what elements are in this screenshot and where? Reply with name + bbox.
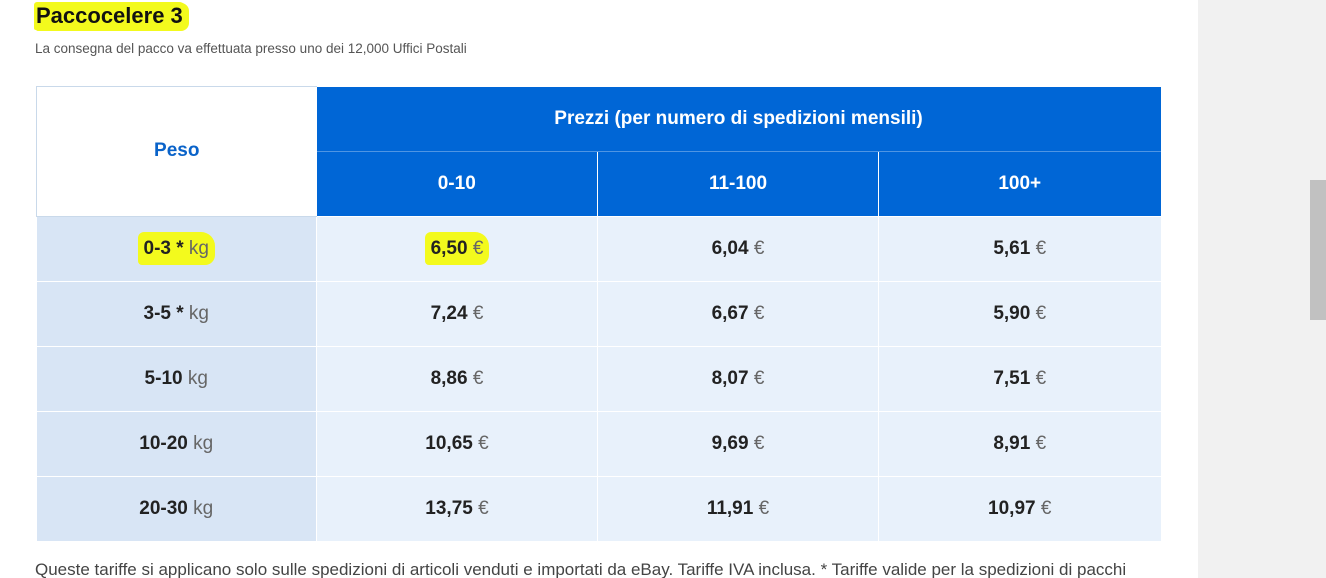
currency-symbol: € bbox=[472, 302, 484, 324]
price-value: 8,07 bbox=[711, 367, 749, 389]
right-sidebar bbox=[1198, 0, 1326, 578]
price-value: 11,91 bbox=[706, 497, 754, 519]
price-cell: 8,91 € bbox=[877, 410, 1161, 476]
currency-symbol: € bbox=[753, 367, 765, 389]
currency-symbol: € bbox=[753, 302, 765, 324]
price-value: 7,24 bbox=[430, 302, 468, 324]
currency-symbol: € bbox=[1035, 302, 1047, 324]
price-cell: 5,90 € bbox=[877, 280, 1161, 346]
weight-unit: kg bbox=[188, 302, 209, 324]
table-row: 20-30 kg 13,75 € 11,91 € 10,97 € bbox=[36, 475, 1161, 541]
currency-symbol: € bbox=[1035, 432, 1047, 454]
weight-value: 5-10 bbox=[144, 367, 183, 389]
currency-symbol: € bbox=[1040, 497, 1052, 519]
highlight-mark: 0-3 * kg bbox=[137, 231, 215, 265]
content-area: Paccocelere 3 La consegna del pacco va e… bbox=[34, 2, 1161, 578]
price-value: 8,91 bbox=[993, 432, 1031, 454]
footer-note: Queste tariffe si applicano solo sulle s… bbox=[35, 560, 1127, 578]
currency-symbol: € bbox=[753, 237, 765, 259]
price-cell: 7,51 € bbox=[877, 345, 1161, 411]
weight-cell: 3-5 * kg bbox=[36, 280, 317, 346]
weight-cell: 10-20 kg bbox=[36, 410, 317, 476]
weight-unit: kg bbox=[193, 497, 214, 519]
page-title: Paccocelere 3 bbox=[34, 2, 187, 30]
table-row: 10-20 kg 10,65 € 9,69 € 8,91 € bbox=[36, 410, 1161, 476]
price-cell: 10,65 € bbox=[316, 410, 598, 476]
weight-column-header: Peso bbox=[36, 86, 317, 217]
prices-group-header: Prezzi (per numero di spedizioni mensili… bbox=[316, 86, 1161, 151]
column-header-11-100: 11-100 bbox=[597, 150, 879, 216]
weight-value: 3-5 * bbox=[143, 302, 184, 324]
weight-unit: kg bbox=[188, 237, 209, 259]
currency-symbol: € bbox=[478, 432, 489, 454]
price-value: 13,75 bbox=[425, 497, 473, 519]
rates-table: Peso Prezzi (per numero di spedizioni me… bbox=[36, 86, 1161, 541]
price-cell: 7,24 € bbox=[316, 280, 598, 346]
weight-unit: kg bbox=[187, 367, 208, 389]
price-cell: 8,07 € bbox=[597, 345, 879, 411]
price-value: 6,04 bbox=[711, 237, 749, 259]
price-value: 7,51 bbox=[993, 367, 1031, 389]
weight-cell: 0-3 * kg bbox=[36, 215, 317, 281]
currency-symbol: € bbox=[758, 497, 770, 519]
price-cell: 5,61 € bbox=[877, 215, 1161, 281]
table-row: 5-10 kg 8,86 € 8,07 € 7,51 € bbox=[36, 345, 1161, 411]
price-value: 5,90 bbox=[993, 302, 1031, 324]
price-cell: 13,75 € bbox=[316, 475, 598, 541]
price-cell: 10,97 € bbox=[877, 475, 1161, 541]
weight-value: 20-30 bbox=[139, 497, 188, 519]
price-cell: 6,67 € bbox=[597, 280, 879, 346]
table-row: 0-3 * kg 6,50 € 6,04 € 5,61 € bbox=[36, 215, 1161, 281]
price-value: 6,50 bbox=[430, 237, 468, 259]
table-row: 3-5 * kg 7,24 € 6,67 € 5,90 € bbox=[36, 280, 1161, 346]
page-subtitle: La consegna del pacco va effettuata pres… bbox=[35, 41, 467, 56]
currency-symbol: € bbox=[753, 432, 765, 454]
price-cell: 8,86 € bbox=[316, 345, 598, 411]
currency-symbol: € bbox=[472, 237, 484, 259]
weight-unit: kg bbox=[193, 432, 214, 454]
price-cell: 6,50 € bbox=[316, 215, 598, 281]
price-value: 5,61 bbox=[993, 237, 1031, 259]
column-header-100-plus: 100+ bbox=[877, 150, 1161, 216]
highlight-mark: 6,50 € bbox=[424, 231, 490, 265]
currency-symbol: € bbox=[1035, 237, 1047, 259]
price-value: 10,97 bbox=[988, 497, 1036, 519]
weight-cell: 20-30 kg bbox=[36, 475, 317, 541]
weight-value: 0-3 * bbox=[143, 237, 184, 259]
price-cell: 9,69 € bbox=[597, 410, 879, 476]
currency-symbol: € bbox=[478, 497, 489, 519]
currency-symbol: € bbox=[472, 367, 484, 389]
price-value: 10,65 bbox=[425, 432, 473, 454]
price-value: 9,69 bbox=[711, 432, 749, 454]
price-cell: 6,04 € bbox=[597, 215, 879, 281]
currency-symbol: € bbox=[1035, 367, 1047, 389]
price-cell: 11,91 € bbox=[597, 475, 879, 541]
price-value: 8,86 bbox=[430, 367, 468, 389]
weight-cell: 5-10 kg bbox=[36, 345, 317, 411]
weight-value: 10-20 bbox=[139, 432, 188, 454]
column-header-0-10: 0-10 bbox=[316, 150, 598, 216]
price-value: 6,67 bbox=[711, 302, 749, 324]
scrollbar-thumb[interactable] bbox=[1310, 180, 1326, 320]
